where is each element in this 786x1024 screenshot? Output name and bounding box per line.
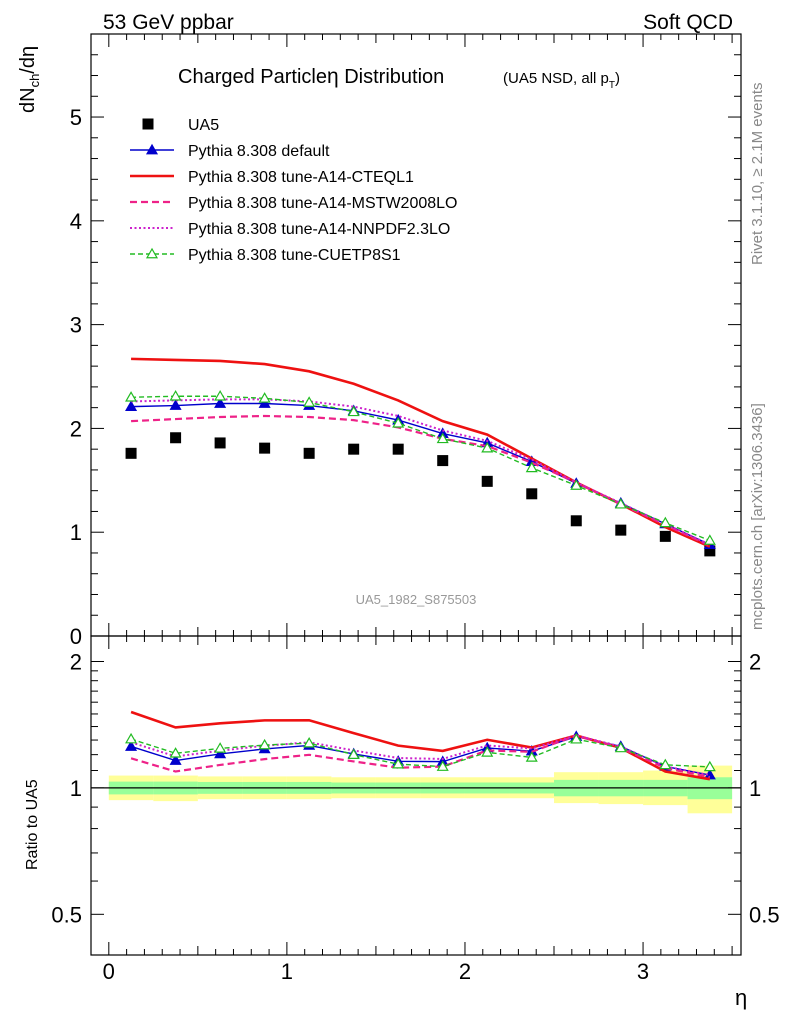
ratio-series-4-line [130, 738, 710, 768]
ratio-series-4-marker [525, 751, 538, 762]
legend-label: Pythia 8.308 tune-A14-NNPDF2.3LO [188, 221, 450, 238]
ua5-data-point [348, 443, 360, 455]
ratio-series-layer [125, 710, 716, 781]
ua5-data-point [615, 524, 627, 536]
ua5-data-point [214, 437, 226, 449]
x-tick-label: 2 [459, 959, 471, 984]
x-tick-label: 0 [103, 959, 115, 984]
y-tick-label: 0 [70, 624, 82, 649]
series-5-marker [481, 441, 494, 453]
ratio-uncertainty-bands [91, 765, 741, 814]
ratio-series-4-marker [258, 738, 271, 750]
series-5-marker [392, 417, 405, 428]
ratio-series-4-marker [614, 741, 627, 753]
rivet-label: Rivet 3.1.10, ≥ 2.1M events [749, 83, 766, 266]
legend-label: Pythia 8.308 tune-A14-MSTW2008LO [188, 195, 457, 212]
ratio-series-4-marker [303, 736, 316, 748]
series-5-marker [525, 461, 538, 473]
ratio-plot-frame [90, 635, 742, 956]
legend-marker [145, 143, 159, 155]
header-right: Soft QCD [643, 11, 733, 34]
series-5-marker [659, 516, 672, 528]
x-tick-label: 3 [637, 959, 649, 984]
ua5-data-point [303, 447, 315, 459]
ratio-series-4-marker [169, 747, 182, 758]
ratio-series-4-marker [125, 732, 138, 744]
mcplots-label: mcplots.cern.ch [arXiv:1306.3436] [749, 403, 766, 630]
legend: UA5 Pythia 8.308 default Pythia 8.308 tune… [130, 117, 457, 264]
series-5-marker [169, 390, 182, 401]
series-1-marker [125, 400, 138, 411]
series-5-marker [436, 432, 449, 444]
ratio-y-tick-label: 0.5 [51, 902, 82, 927]
ratio-series-4-marker [347, 748, 360, 759]
xlabel: η [735, 985, 747, 1010]
header-left: 53 GeV ppbar [103, 11, 234, 34]
legend-marker [145, 247, 159, 259]
ua5-data-point [704, 545, 716, 557]
series-5-marker [214, 390, 227, 401]
series-1-line [131, 402, 711, 546]
ratio-y-tick-label-right: 2 [749, 649, 761, 674]
legend-label: Pythia 8.308 tune-A14-CTEQL1 [188, 169, 414, 186]
ua5-data-point [526, 488, 538, 500]
series-5-marker [303, 396, 316, 407]
series-5-line [131, 395, 711, 542]
y-tick-label: 2 [70, 416, 82, 441]
chart-subtitle: (UA5 NSD, all pT) [503, 70, 620, 91]
y-tick-label: 1 [70, 520, 82, 545]
y-tick-label: 4 [70, 209, 82, 234]
series-5-marker [347, 405, 360, 417]
main-ylabel: dNch/dη [17, 46, 42, 113]
ratio-series-3-line [130, 734, 711, 777]
series-5-marker [125, 391, 138, 402]
ua5-data-point [392, 443, 404, 455]
ratio-series-4-marker [214, 742, 227, 753]
ratio-series-4-marker [436, 760, 449, 771]
ratio-y-tick-label-right: 1 [749, 776, 761, 801]
chart-title: Charged Particleη Distribution [178, 65, 444, 88]
ratio-ylabel: Ratio to UA5 [24, 779, 41, 870]
ratio-series-4-marker [703, 760, 716, 772]
legend-label: UA5 [188, 117, 219, 134]
series-1-marker [258, 397, 271, 408]
legend-label: Pythia 8.308 tune-CUETP8S1 [188, 247, 401, 264]
legend-label: Pythia 8.308 default [188, 143, 330, 160]
series-5-marker [570, 479, 583, 490]
ratio-series-4-marker [392, 757, 405, 769]
series-5-marker [258, 392, 271, 403]
ratio-y-tick-label: 1 [70, 776, 82, 801]
series-5-marker [703, 534, 716, 545]
analysis-watermark: UA5_1982_S875503 [356, 592, 477, 607]
series-2-line [131, 357, 711, 548]
ratio-y-tick-label-right: 0.5 [749, 902, 780, 927]
ratio-y-tick-label: 2 [70, 649, 82, 674]
ua5-data-point [125, 447, 137, 459]
series-5-marker [614, 497, 627, 509]
ratio-series-0-marker [169, 754, 182, 765]
ratio-series-0-marker [214, 747, 227, 759]
ratio-series-4-marker [481, 746, 494, 757]
series-1-marker [214, 397, 227, 408]
legend-marker-ua5 [142, 118, 154, 130]
ratio-series-1-line [130, 710, 711, 781]
ua5-data-point [437, 455, 449, 467]
main-series-layer [125, 357, 716, 557]
ua5-data-point [259, 442, 271, 454]
ratio-series-0-marker [125, 740, 138, 751]
ratio-series-4-marker [570, 733, 583, 744]
y-tick-label: 3 [70, 313, 82, 338]
ua5-data-point [659, 530, 671, 542]
ua5-data-point [170, 432, 182, 444]
series-1-marker [169, 399, 182, 410]
ratio-series-4-marker [659, 758, 672, 770]
axes-layer: 0 1 2 3 4 5 0 1 2 3 0.5 0.5 1 1 2 2 [51, 33, 780, 984]
ua5-data-point [570, 515, 582, 527]
series-4-line [131, 398, 711, 546]
x-tick-label: 1 [281, 959, 293, 984]
ua5-data-point [481, 475, 493, 487]
y-tick-label: 5 [70, 105, 82, 130]
